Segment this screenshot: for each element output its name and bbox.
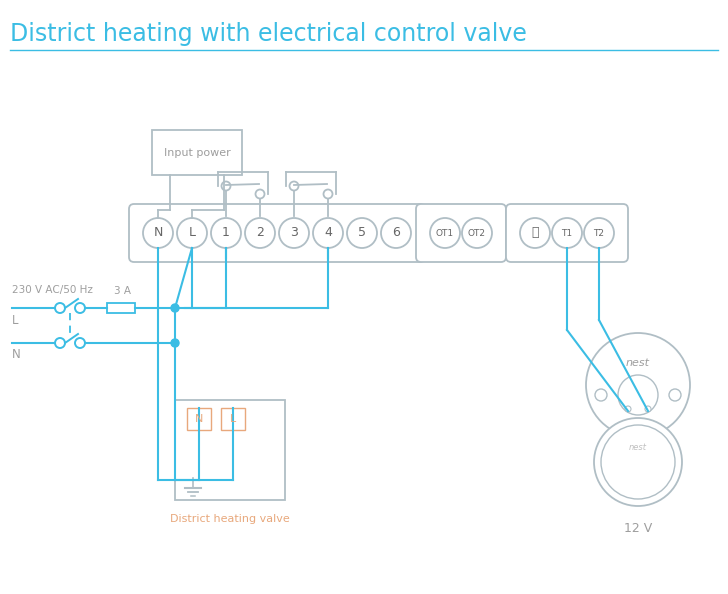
Text: nest: nest — [629, 444, 647, 453]
Text: 4: 4 — [324, 226, 332, 239]
Text: N: N — [195, 414, 203, 424]
Text: 5: 5 — [358, 226, 366, 239]
Circle shape — [75, 338, 85, 348]
Circle shape — [584, 218, 614, 248]
Text: T2: T2 — [593, 229, 604, 238]
Text: nest: nest — [626, 358, 650, 368]
Circle shape — [462, 218, 492, 248]
Circle shape — [177, 218, 207, 248]
Circle shape — [256, 189, 264, 198]
Circle shape — [430, 218, 460, 248]
FancyBboxPatch shape — [152, 130, 242, 175]
Text: District heating valve: District heating valve — [170, 514, 290, 524]
Circle shape — [586, 333, 690, 437]
Circle shape — [55, 338, 65, 348]
Circle shape — [211, 218, 241, 248]
Circle shape — [143, 218, 173, 248]
Text: District heating with electrical control valve: District heating with electrical control… — [10, 22, 527, 46]
Circle shape — [55, 303, 65, 313]
Circle shape — [279, 218, 309, 248]
Circle shape — [645, 406, 651, 412]
Text: 2: 2 — [256, 226, 264, 239]
Text: T1: T1 — [561, 229, 572, 238]
Text: 230 V AC/50 Hz: 230 V AC/50 Hz — [12, 285, 93, 295]
Text: 6: 6 — [392, 226, 400, 239]
Circle shape — [669, 389, 681, 401]
Text: Input power: Input power — [164, 147, 230, 157]
Text: 3 A: 3 A — [114, 286, 131, 296]
FancyBboxPatch shape — [506, 204, 628, 262]
Text: N: N — [154, 226, 162, 239]
Text: L: L — [189, 226, 196, 239]
Circle shape — [381, 218, 411, 248]
Circle shape — [313, 218, 343, 248]
Circle shape — [171, 304, 179, 312]
Circle shape — [171, 339, 179, 347]
Text: 3: 3 — [290, 226, 298, 239]
FancyBboxPatch shape — [129, 204, 425, 262]
Text: 12 V: 12 V — [624, 522, 652, 535]
Circle shape — [552, 218, 582, 248]
Bar — [107, 303, 135, 313]
Circle shape — [618, 375, 658, 415]
Text: OT2: OT2 — [468, 229, 486, 238]
Circle shape — [625, 406, 631, 412]
FancyBboxPatch shape — [187, 408, 211, 430]
Text: OT1: OT1 — [436, 229, 454, 238]
Text: ⏚: ⏚ — [531, 226, 539, 239]
Circle shape — [245, 218, 275, 248]
Circle shape — [594, 418, 682, 506]
Circle shape — [323, 189, 333, 198]
Circle shape — [221, 182, 231, 191]
Circle shape — [595, 389, 607, 401]
Text: N: N — [12, 349, 21, 362]
FancyBboxPatch shape — [221, 408, 245, 430]
Text: L: L — [230, 414, 236, 424]
Circle shape — [75, 303, 85, 313]
FancyBboxPatch shape — [416, 204, 506, 262]
Text: 1: 1 — [222, 226, 230, 239]
Circle shape — [290, 182, 298, 191]
Circle shape — [520, 218, 550, 248]
Circle shape — [601, 425, 675, 499]
Text: L: L — [12, 314, 18, 327]
FancyBboxPatch shape — [175, 400, 285, 500]
Circle shape — [347, 218, 377, 248]
